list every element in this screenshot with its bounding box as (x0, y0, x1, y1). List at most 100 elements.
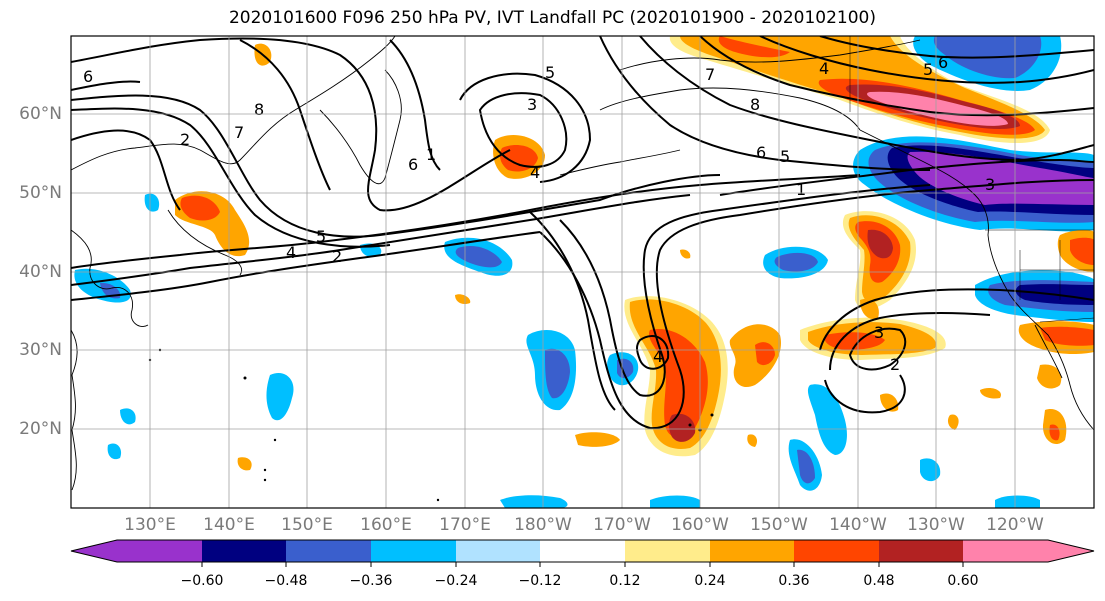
pv-contour-jet-1 (71, 174, 861, 269)
negative-anomaly-175w-core (545, 348, 570, 399)
lon-label: 130°W (907, 515, 965, 535)
contour-label: 2 (180, 130, 190, 149)
contour-label: 6 (83, 67, 93, 86)
contour-label: 8 (254, 100, 264, 119)
contour-label: 5 (923, 60, 933, 79)
positive-anomaly-160e-bering-core (500, 145, 538, 172)
coastline-kamchatka (319, 69, 402, 185)
positive-anomaly-165w-dot (680, 249, 691, 259)
contour-label: 7 (705, 65, 715, 84)
lat-label: 30°N (19, 340, 62, 360)
colorbar-extend-high (1048, 540, 1094, 562)
negative-anomaly-150w-south-core (797, 449, 815, 484)
lon-label: 120°W (986, 515, 1044, 535)
colorbar-bin (879, 540, 964, 562)
colorbar-tick-label: −0.12 (518, 573, 562, 589)
lon-label: 140°E (203, 515, 255, 535)
negative-anomaly-150w-40n-core (774, 252, 818, 272)
contour-label: 1 (426, 145, 436, 164)
lat-label: 40°N (19, 262, 62, 282)
contour-label: 5 (780, 147, 790, 166)
contour-label: 4 (653, 347, 663, 366)
coastline-asia (71, 36, 396, 171)
colorbar-bin (625, 540, 711, 562)
negative-anomaly-south-edge-175w (500, 495, 568, 508)
lat-label: 60°N (19, 104, 62, 124)
lon-label: 160°E (360, 515, 412, 535)
contour-label: 4 (530, 163, 540, 182)
lon-label: 140°W (829, 515, 887, 535)
pv-contour-west-2 (71, 80, 141, 91)
positive-anomaly-150e-small (237, 457, 252, 471)
negative-anomaly-155e (266, 372, 294, 421)
lon-label: 150°W (750, 515, 808, 535)
coastline-korea-china (71, 229, 149, 327)
pv-contours (71, 36, 1094, 430)
colorbar-tick-label: −0.24 (434, 573, 478, 589)
negative-anomaly-175e-core (455, 245, 502, 268)
lat-label: 50°N (19, 183, 62, 203)
pv-contour-trough-3 (529, 211, 616, 411)
positive-anomaly-115w-south-core (1049, 424, 1060, 441)
pv-contour-north-3 (389, 39, 441, 171)
pv-contour-closed-30n (636, 335, 670, 370)
coastline-japan (167, 209, 243, 276)
contour-label: 4 (819, 59, 829, 78)
positive-anomaly-150w-band-core (824, 332, 885, 350)
positive-anomaly-hawaii-red (648, 329, 708, 438)
pv-contour-alaska-2 (699, 36, 1094, 117)
pv-contour-3 (71, 107, 391, 248)
negative-anomaly-japan-north (144, 193, 160, 212)
positive-anomaly-japan-core (180, 195, 220, 221)
positive-anomaly-155w-core (755, 342, 775, 366)
colorbar-tick-label: −0.48 (264, 573, 308, 589)
graticule (71, 36, 1094, 508)
colorbar-tick-label: −0.60 (180, 573, 224, 589)
pv-contour-east-2 (829, 312, 991, 371)
colorbar-tick-label: 0.48 (863, 573, 895, 589)
negative-anomaly-150e-small (120, 408, 136, 425)
colorbar-bin (286, 540, 372, 562)
coastline-alaska-north (619, 39, 921, 71)
pv-contour-east-1 (819, 288, 1094, 351)
colorbar-bin (794, 540, 880, 562)
colorbar-bin (371, 540, 457, 562)
contour-label: 2 (332, 247, 342, 266)
negative-anomaly-south-edge-165w (650, 495, 700, 508)
contour-label: 3 (985, 175, 995, 194)
colorbar-bin (540, 540, 626, 562)
lon-label: 130°E (124, 515, 176, 535)
coastline-baja (1034, 324, 1063, 379)
colorbar-bin (963, 540, 1049, 562)
coastline-alaska (599, 87, 861, 131)
contour-labels: 6 2 7 8 3 4 5 6 1 4 5 2 4 7 8 5 6 5 6 1 … (83, 53, 995, 374)
contour-label: 6 (938, 53, 948, 72)
contour-label: 2 (890, 355, 900, 374)
positive-anomaly-125w-south (947, 414, 959, 430)
colorbar-tick-label: 0.24 (694, 573, 726, 589)
coastline-china-south (71, 329, 78, 491)
lon-label: 170°W (593, 515, 651, 535)
negative-anomaly-145e-small (107, 443, 122, 460)
negative-anomaly-145w-south (807, 384, 847, 455)
colorbar-tick-label: 0.12 (609, 573, 641, 589)
pv-contour-north-1 (71, 37, 511, 212)
contour-label: 6 (408, 155, 418, 174)
colorbar (70, 539, 1095, 567)
pv-contour-alaska-3 (759, 36, 1094, 84)
contour-label: 7 (234, 123, 244, 142)
lon-label: 160°W (671, 515, 729, 535)
positive-anomaly-140w-core (867, 229, 893, 259)
contour-label: 3 (527, 95, 537, 114)
positive-anomaly-170e-small (455, 294, 471, 305)
pv-contour-east-3 (824, 374, 906, 414)
contour-label: 5 (316, 227, 326, 246)
positive-anomaly-hawaii-core (669, 413, 696, 442)
positive-anomaly-165w-small (575, 432, 620, 447)
pv-contour-east-closed (848, 327, 907, 371)
pv-contour-alaska-4 (819, 36, 1094, 59)
colorbar-bin (117, 540, 203, 562)
negative-anomaly-south-edge-125w (995, 495, 1040, 508)
positive-anomaly-130w-east (980, 387, 1001, 399)
colorbar-tick-label: 0.36 (778, 573, 810, 589)
